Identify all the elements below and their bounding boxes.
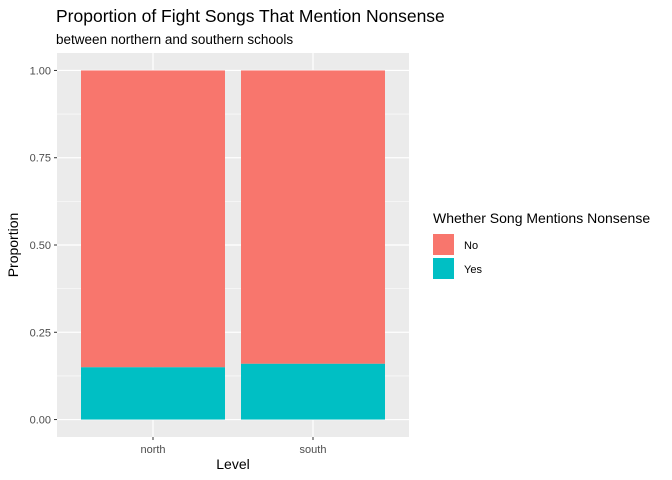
x-axis-title: Level	[216, 456, 249, 472]
bar-south-yes	[241, 363, 385, 420]
legend-key-yes	[433, 258, 454, 279]
y-tick-label: 0.00	[30, 415, 51, 427]
bar-south-no	[241, 70, 385, 364]
axis-layer: 0.00 0.25 0.50 0.75 1.00 north south	[30, 65, 327, 456]
x-tick-label: north	[140, 444, 165, 456]
y-tick-label: 1.00	[30, 65, 51, 77]
legend-label-yes: Yes	[464, 264, 482, 276]
legend-title: Whether Song Mentions Nonsense	[433, 210, 650, 226]
chart-subtitle: between northern and southern schools	[56, 32, 293, 47]
bar-north-no	[81, 70, 225, 368]
y-tick-label: 0.25	[30, 327, 51, 339]
legend: Whether Song Mentions Nonsense No Yes	[433, 210, 650, 279]
y-tick-label: 0.75	[30, 153, 51, 165]
x-tick-label: south	[300, 444, 327, 456]
legend-key-no	[433, 234, 454, 255]
bar-layer	[81, 70, 385, 420]
y-axis-title: Proportion	[5, 213, 21, 278]
chart-title: Proportion of Fight Songs That Mention N…	[56, 6, 445, 26]
y-tick-label: 0.50	[30, 240, 51, 252]
legend-label-no: No	[464, 240, 478, 252]
bar-north-yes	[81, 367, 225, 420]
